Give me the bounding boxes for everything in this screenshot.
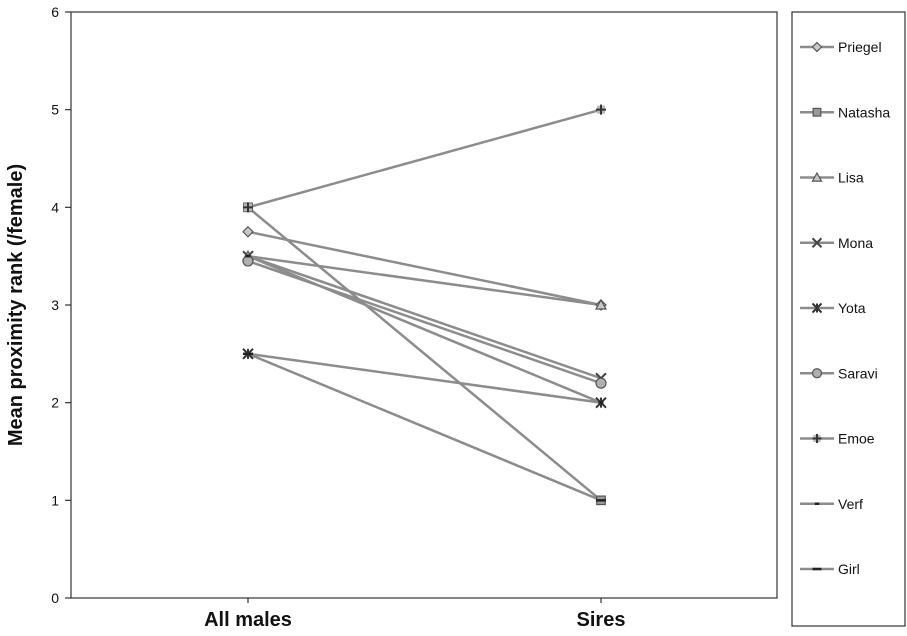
x-tick-label: All males [204,609,292,631]
x-tick-label: Sires [577,609,626,631]
series-markers [241,104,608,506]
legend-label: Natasha [838,104,890,120]
legend-label: Mona [838,235,873,251]
legend-marker [811,237,823,248]
y-tick-label: 1 [51,492,59,508]
legend-box [791,11,906,627]
legend-label: Girl [838,561,860,577]
legend-label: Verf [838,496,863,512]
y-tick-label: 2 [51,395,59,411]
series-line-girl [247,352,602,502]
data-point-priegel [242,225,254,238]
y-tick-label: 5 [51,102,59,118]
series-line-emoe [247,108,602,209]
x-axis: All males Sires [204,598,625,631]
legend-marker [812,434,822,443]
y-axis-label: Mean proximity rank (/female) [5,164,27,446]
legend-label: Saravi [838,365,878,381]
plot-area [70,11,778,599]
legend-label: Priegel [838,39,882,55]
y-axis: 0 1 2 3 4 5 6 [51,4,71,606]
y-tick-label: 3 [51,297,59,313]
legend-marker [812,107,822,117]
data-point-saravi [595,377,607,389]
legend-label: Emoe [838,431,875,447]
legend-label: Lisa [838,170,864,186]
series-line-priegel [247,230,602,307]
legend-marker [811,302,823,314]
data-point-emoe [596,104,606,115]
legend-label: Yota [838,300,866,316]
y-tick-label: 6 [51,4,59,20]
y-tick-label: 4 [51,199,59,215]
legend-marker [811,368,823,379]
series-line-natasha [247,206,602,502]
data-point-emoe [243,202,253,213]
y-tick-label: 0 [51,590,59,606]
series-line-lisa [247,254,602,307]
series-lines [247,108,602,502]
series-line-verf [247,255,602,404]
series-line-yota [247,352,602,404]
data-point-lisa [594,298,608,310]
legend-marker [811,171,823,182]
series-line-mona [247,254,602,380]
data-point-saravi [242,255,254,267]
legend-marker [811,41,823,53]
legend: Priegel Natasha Lisa Mona Yota Saravi Emoe Verf… [791,11,906,627]
